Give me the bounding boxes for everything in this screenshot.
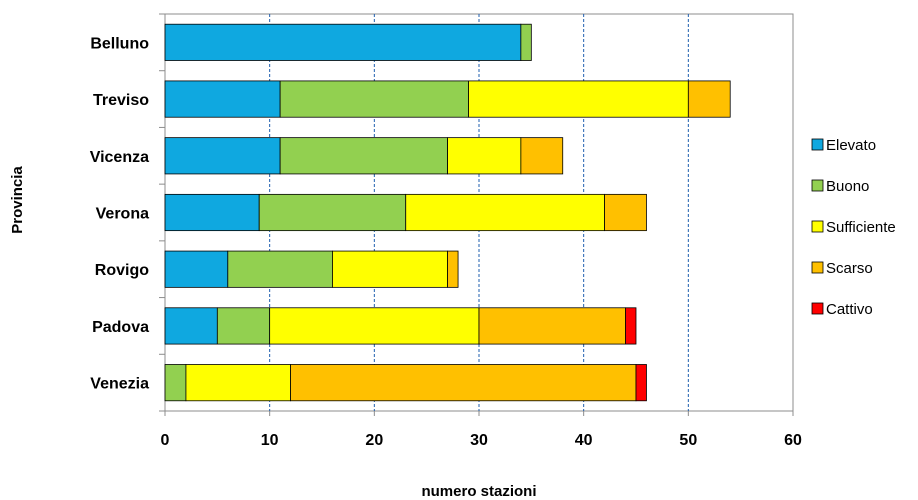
x-axis-title: numero stazioni xyxy=(421,483,536,500)
bar-segment xyxy=(625,307,637,345)
category-label: Padova xyxy=(92,319,149,336)
bar-segment xyxy=(332,250,449,288)
bar-segment xyxy=(227,250,333,288)
legend: Elevato Buono Sufficiente Scarso Cattivo xyxy=(811,137,896,318)
legend-swatch xyxy=(811,220,824,233)
bar-segment xyxy=(279,137,448,175)
legend-label: Elevato xyxy=(826,137,876,154)
x-tick-label: 60 xyxy=(784,432,802,449)
x-tick-label: 30 xyxy=(470,432,488,449)
legend-swatch xyxy=(811,261,824,274)
bar-segment xyxy=(478,307,626,345)
category-label: Treviso xyxy=(93,92,149,109)
category-label: Verona xyxy=(96,206,149,223)
y-axis-title: Provincia xyxy=(9,166,26,234)
bar-segment xyxy=(164,364,187,402)
legend-label: Sufficiente xyxy=(826,219,896,236)
bar-segment xyxy=(405,193,606,232)
bar-segment xyxy=(185,364,291,402)
category-label: Belluno xyxy=(90,35,149,52)
bar-segment xyxy=(290,364,637,402)
category-label: Rovigo xyxy=(95,262,149,279)
bar-segment xyxy=(520,23,532,61)
bar-segment xyxy=(216,307,271,345)
x-tick-label: 10 xyxy=(261,432,279,449)
x-tick-label: 20 xyxy=(365,432,383,449)
bar-segment xyxy=(164,137,281,175)
bar-segment xyxy=(258,193,407,232)
legend-label: Buono xyxy=(826,178,869,195)
bar-segment xyxy=(687,80,731,118)
bar-segment xyxy=(164,193,260,232)
bar-segment xyxy=(164,250,229,288)
x-tick-label: 0 xyxy=(161,432,170,449)
legend-swatch xyxy=(811,179,824,192)
bar-segment xyxy=(635,364,647,402)
x-tick-label: 40 xyxy=(575,432,593,449)
bar-segment xyxy=(164,307,218,345)
gridlines xyxy=(269,14,689,411)
bar-segment xyxy=(164,23,522,61)
bar-segment xyxy=(279,80,469,118)
bar-segment xyxy=(269,307,480,345)
legend-label: Cattivo xyxy=(826,301,873,318)
bar-segment xyxy=(447,137,522,175)
bar-segment xyxy=(604,193,647,232)
bar-segment xyxy=(520,137,564,175)
category-label: Vicenza xyxy=(90,149,149,166)
x-axis: 0 10 20 30 40 50 60 xyxy=(161,411,802,449)
legend-swatch xyxy=(811,138,824,151)
bar-segment xyxy=(447,250,459,288)
legend-swatch xyxy=(811,302,824,315)
y-axis: Belluno Treviso Vicenza Verona Rovigo Padova V… xyxy=(90,13,165,412)
bar-segment xyxy=(164,80,281,118)
legend-label: Scarso xyxy=(826,260,873,277)
bar-segment xyxy=(468,80,689,118)
category-label: Venezia xyxy=(90,376,149,393)
bars xyxy=(164,23,731,402)
x-tick-label: 50 xyxy=(679,432,697,449)
